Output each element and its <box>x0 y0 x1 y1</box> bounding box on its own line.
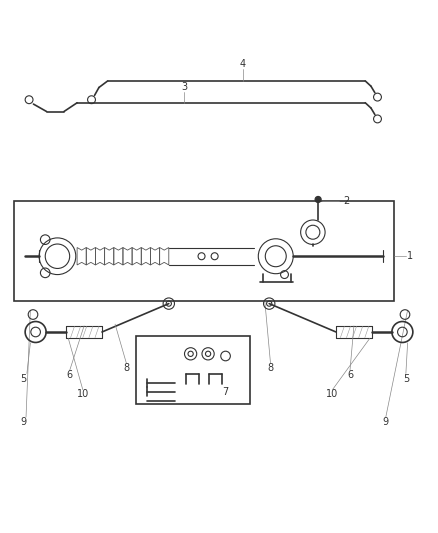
Circle shape <box>315 197 321 203</box>
Text: 5: 5 <box>20 374 27 384</box>
Text: 6: 6 <box>347 370 353 380</box>
Text: 6: 6 <box>67 370 73 380</box>
Text: 8: 8 <box>268 363 274 373</box>
Text: 10: 10 <box>326 389 339 399</box>
Bar <box>136 336 250 404</box>
Text: 9: 9 <box>383 417 389 427</box>
Text: 5: 5 <box>404 374 410 384</box>
Text: 2: 2 <box>343 196 350 206</box>
Text: 4: 4 <box>240 59 246 69</box>
Text: 10: 10 <box>77 389 89 399</box>
Bar <box>14 201 394 302</box>
Text: 3: 3 <box>181 83 187 93</box>
Text: 1: 1 <box>407 251 413 261</box>
Text: 9: 9 <box>20 417 26 427</box>
Text: 8: 8 <box>124 363 130 373</box>
Text: 7: 7 <box>223 387 229 397</box>
